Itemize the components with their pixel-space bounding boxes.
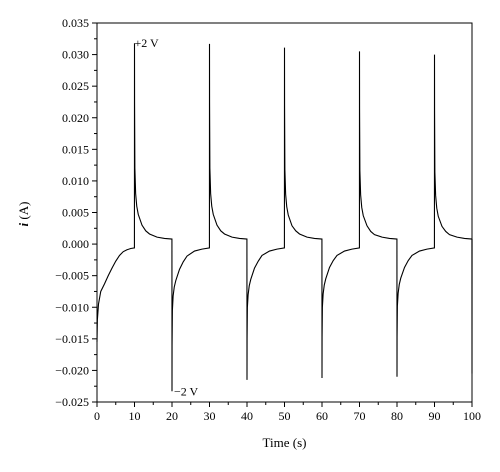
tick-labels: 0 10 20 30 40 50 60 70 80 90 100 −0.025 −0.020 −0.015… <box>55 16 481 423</box>
current-series-line <box>96 43 473 392</box>
y-tick-label: −0.025 <box>55 395 89 409</box>
ticks <box>92 22 473 407</box>
y-tick-label: 0.010 <box>62 174 89 188</box>
x-axis-title: Time (s) <box>263 435 307 450</box>
annotation-plus-2v: +2 V <box>135 36 160 50</box>
x-tick-label: 20 <box>166 409 178 423</box>
y-tick-label: 0.025 <box>62 79 89 93</box>
plot-frame <box>96 22 473 403</box>
x-tick-label: 30 <box>204 409 216 423</box>
y-axis-title-unit: (A) <box>16 202 31 223</box>
x-tick-label: 60 <box>316 409 328 423</box>
y-tick-label: 0.030 <box>62 48 89 62</box>
y-tick-label: 0.015 <box>62 142 89 156</box>
y-tick-label: −0.020 <box>55 363 89 377</box>
x-tick-label: 80 <box>391 409 403 423</box>
y-axis-title: i (A) <box>16 202 31 227</box>
y-tick-label: 0.035 <box>62 16 89 30</box>
y-axis-title-symbol: i <box>16 222 31 226</box>
x-tick-label: 40 <box>241 409 253 423</box>
y-tick-label: 0.005 <box>62 206 89 220</box>
x-tick-label: 100 <box>463 409 481 423</box>
x-tick-label: 50 <box>279 409 291 423</box>
y-tick-label: −0.010 <box>55 300 89 314</box>
y-tick-label: 0.000 <box>62 237 89 251</box>
x-tick-label: 90 <box>429 409 441 423</box>
y-tick-label: −0.005 <box>55 269 89 283</box>
x-tick-label: 0 <box>94 409 100 423</box>
y-tick-label: −0.015 <box>55 332 89 346</box>
annotation-minus-2v: −2 V <box>174 384 199 398</box>
x-tick-label: 10 <box>129 409 141 423</box>
x-tick-label: 70 <box>354 409 366 423</box>
y-tick-label: 0.020 <box>62 111 89 125</box>
